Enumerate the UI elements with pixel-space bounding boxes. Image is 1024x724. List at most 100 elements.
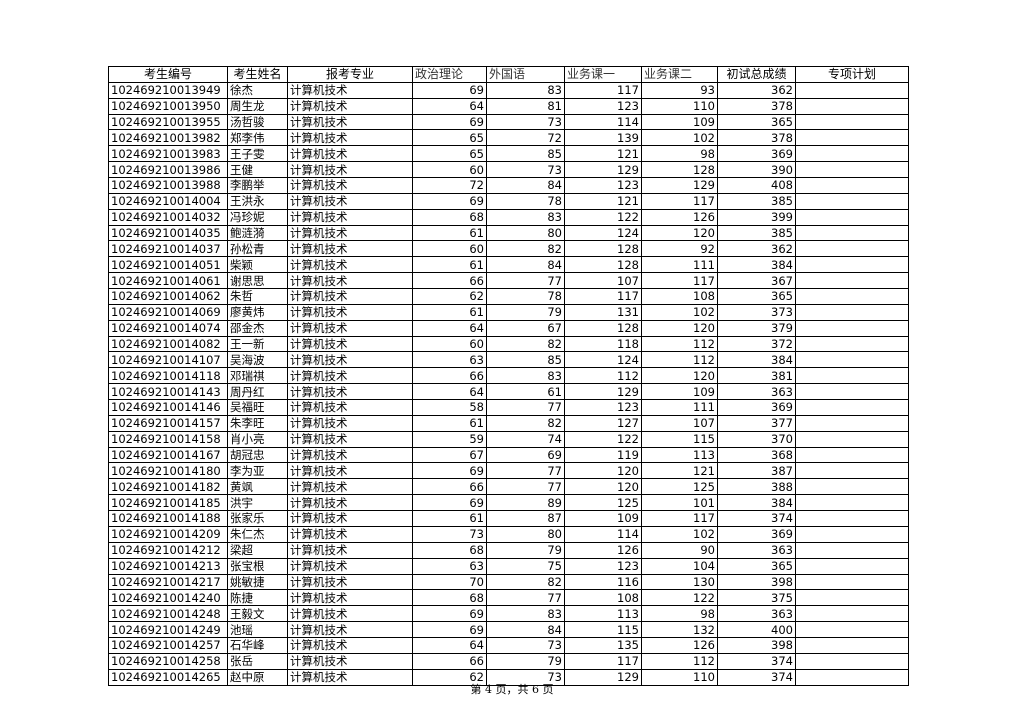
cell-major: 计算机技术 xyxy=(287,478,413,496)
cell-name: 胡冠忠 xyxy=(227,446,288,464)
cell-special-plan xyxy=(795,510,909,527)
cell-major: 计算机技术 xyxy=(287,621,413,638)
cell-course-two: 129 xyxy=(641,177,718,194)
cell-course-one: 128 xyxy=(564,240,642,258)
cell-politics: 63 xyxy=(412,557,487,575)
cell-course-two: 113 xyxy=(641,446,718,464)
cell-total-score: 362 xyxy=(717,240,796,258)
cell-course-one: 123 xyxy=(564,399,642,416)
cell-name: 李鹏举 xyxy=(227,177,288,194)
cell-special-plan xyxy=(795,303,909,321)
cell-major: 计算机技术 xyxy=(287,113,413,131)
cell-exam-id: 102469210014217 xyxy=(108,573,228,591)
cell-exam-id: 102469210014213 xyxy=(108,557,228,575)
cell-course-one: 115 xyxy=(564,621,642,638)
cell-politics: 61 xyxy=(412,256,487,274)
cell-total-score: 378 xyxy=(717,97,796,115)
cell-major: 计算机技术 xyxy=(287,589,413,607)
cell-politics: 58 xyxy=(412,399,487,416)
cell-politics: 64 xyxy=(412,636,487,654)
cell-course-one: 129 xyxy=(564,161,642,179)
cell-politics: 69 xyxy=(412,621,487,638)
cell-exam-id: 102469210014249 xyxy=(108,621,228,638)
cell-special-plan xyxy=(795,192,909,210)
cell-course-one: 123 xyxy=(564,177,642,194)
cell-name: 汤哲骏 xyxy=(227,113,288,131)
cell-foreign-language: 82 xyxy=(486,414,565,432)
cell-total-score: 399 xyxy=(717,208,796,226)
cell-name: 张宝根 xyxy=(227,557,288,575)
table-row: 102469210014051 柴颖 计算机技术 61 84 128 111 384 xyxy=(108,256,909,274)
cell-total-score: 375 xyxy=(717,589,796,607)
cell-major: 计算机技术 xyxy=(287,414,413,432)
cell-course-two: 98 xyxy=(641,605,718,623)
cell-politics: 67 xyxy=(412,446,487,464)
cell-politics: 60 xyxy=(412,240,487,258)
cell-name: 黄飒 xyxy=(227,478,288,496)
cell-course-two: 102 xyxy=(641,525,718,543)
cell-foreign-language: 77 xyxy=(486,272,565,290)
header-course-two: 业务课二 xyxy=(641,66,718,83)
cell-course-two: 126 xyxy=(641,636,718,654)
cell-course-one: 123 xyxy=(564,557,642,575)
cell-foreign-language: 80 xyxy=(486,224,565,242)
cell-special-plan xyxy=(795,224,909,242)
cell-exam-id: 102469210014167 xyxy=(108,446,228,464)
cell-course-one: 117 xyxy=(564,652,642,670)
cell-special-plan xyxy=(795,589,909,607)
cell-course-one: 128 xyxy=(564,256,642,274)
cell-name: 邵金杰 xyxy=(227,319,288,337)
table-row: 102469210014061 谢思思 计算机技术 66 77 107 117 367 xyxy=(108,272,909,290)
header-total-score: 初试总成绩 xyxy=(717,66,796,83)
cell-major: 计算机技术 xyxy=(287,652,413,670)
cell-politics: 61 xyxy=(412,224,487,242)
cell-foreign-language: 87 xyxy=(486,510,565,527)
table-row: 102469210014158 肖小亮 计算机技术 59 74 122 115 370 xyxy=(108,430,909,448)
cell-course-two: 128 xyxy=(641,161,718,179)
cell-special-plan xyxy=(795,430,909,448)
cell-name: 吴福旺 xyxy=(227,399,288,416)
cell-course-two: 117 xyxy=(641,272,718,290)
cell-total-score: 408 xyxy=(717,177,796,194)
cell-special-plan xyxy=(795,621,909,638)
cell-major: 计算机技术 xyxy=(287,303,413,321)
cell-politics: 69 xyxy=(412,605,487,623)
table-row: 102469210014143 周丹红 计算机技术 64 61 129 109 363 xyxy=(108,383,909,401)
table-row: 102469210014062 朱哲 计算机技术 62 78 117 108 365 xyxy=(108,288,909,305)
cell-course-two: 117 xyxy=(641,510,718,527)
cell-special-plan xyxy=(795,557,909,575)
cell-course-two: 107 xyxy=(641,414,718,432)
header-special-plan: 专项计划 xyxy=(795,66,909,83)
cell-special-plan xyxy=(795,256,909,274)
cell-course-one: 120 xyxy=(564,478,642,496)
cell-total-score: 365 xyxy=(717,288,796,305)
cell-politics: 66 xyxy=(412,367,487,385)
table-row: 102469210013988 李鹏举 计算机技术 72 84 123 129 408 xyxy=(108,177,909,194)
table-row: 102469210013983 王子雯 计算机技术 65 85 121 98 369 xyxy=(108,145,909,163)
cell-course-one: 118 xyxy=(564,335,642,353)
cell-exam-id: 102469210013949 xyxy=(108,81,228,99)
cell-exam-id: 102469210014212 xyxy=(108,541,228,559)
cell-total-score: 369 xyxy=(717,145,796,163)
cell-exam-id: 102469210014061 xyxy=(108,272,228,290)
cell-name: 朱李旺 xyxy=(227,414,288,432)
cell-politics: 68 xyxy=(412,589,487,607)
cell-major: 计算机技术 xyxy=(287,177,413,194)
cell-foreign-language: 82 xyxy=(486,335,565,353)
cell-course-one: 108 xyxy=(564,589,642,607)
cell-politics: 65 xyxy=(412,145,487,163)
cell-exam-id: 102469210014146 xyxy=(108,399,228,416)
cell-course-one: 126 xyxy=(564,541,642,559)
cell-name: 廖黄炜 xyxy=(227,303,288,321)
cell-politics: 64 xyxy=(412,97,487,115)
cell-course-one: 114 xyxy=(564,525,642,543)
cell-course-two: 120 xyxy=(641,367,718,385)
cell-foreign-language: 80 xyxy=(486,525,565,543)
cell-foreign-language: 79 xyxy=(486,652,565,670)
cell-total-score: 379 xyxy=(717,319,796,337)
cell-total-score: 363 xyxy=(717,605,796,623)
cell-course-two: 111 xyxy=(641,256,718,274)
table-body: 102469210013949 徐杰 计算机技术 69 83 117 93 362 102469… xyxy=(108,81,909,686)
cell-foreign-language: 85 xyxy=(486,145,565,163)
cell-politics: 64 xyxy=(412,383,487,401)
